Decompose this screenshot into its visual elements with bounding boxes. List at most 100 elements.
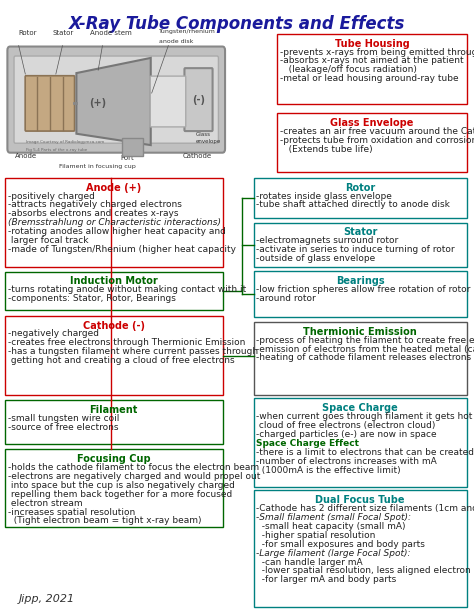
- Text: -protects tube from oxidation and corrosion: -protects tube from oxidation and corros…: [280, 136, 474, 145]
- Text: Cathode: Cathode: [182, 153, 212, 159]
- FancyBboxPatch shape: [5, 272, 223, 310]
- Text: getting hot and creating a cloud of free electrons: getting hot and creating a cloud of free…: [8, 356, 234, 365]
- Text: Thermionic Emission: Thermionic Emission: [303, 327, 417, 337]
- Text: -negatively charged: -negatively charged: [8, 330, 99, 338]
- Text: Focusing Cup: Focusing Cup: [77, 454, 151, 464]
- Text: -absorbs x-rays not aimed at the patient: -absorbs x-rays not aimed at the patient: [280, 56, 464, 66]
- Text: (Extends tube life): (Extends tube life): [280, 145, 373, 154]
- Text: -can handle larger mA: -can handle larger mA: [256, 558, 363, 566]
- FancyBboxPatch shape: [5, 449, 223, 527]
- Text: -outside of glass envelope: -outside of glass envelope: [256, 254, 376, 263]
- Text: -heating of cathode filament releases electrons: -heating of cathode filament releases el…: [256, 353, 472, 362]
- Text: repelling them back together for a more focused: repelling them back together for a more …: [8, 490, 232, 499]
- Text: Tube Housing: Tube Housing: [335, 39, 410, 48]
- Text: X-Ray Tube Components and Effects: X-Ray Tube Components and Effects: [69, 15, 405, 33]
- FancyBboxPatch shape: [184, 68, 212, 131]
- Text: -tube shaft attached directly to anode disk: -tube shaft attached directly to anode d…: [256, 200, 450, 210]
- Text: Anode (+): Anode (+): [86, 183, 141, 192]
- FancyBboxPatch shape: [5, 316, 223, 395]
- Text: -higher spatial resolution: -higher spatial resolution: [256, 531, 376, 540]
- Text: -rotates inside glass envelope: -rotates inside glass envelope: [256, 191, 392, 200]
- Text: -Large filament (large Focal Spot):: -Large filament (large Focal Spot):: [256, 549, 411, 558]
- Text: electron stream: electron stream: [8, 499, 82, 508]
- FancyBboxPatch shape: [254, 322, 467, 395]
- FancyBboxPatch shape: [254, 178, 467, 218]
- FancyBboxPatch shape: [8, 47, 225, 153]
- Text: (Bremsstrahlung or Characteristic interactions): (Bremsstrahlung or Characteristic intera…: [8, 218, 220, 227]
- Text: -creates an air free vacuum around the Cathode and Anode: -creates an air free vacuum around the C…: [280, 127, 474, 136]
- Text: Glass: Glass: [196, 132, 211, 137]
- Text: -around rotor: -around rotor: [256, 294, 316, 303]
- Text: -electromagnets surround rotor: -electromagnets surround rotor: [256, 237, 399, 245]
- Text: (leakage/off focus radiation): (leakage/off focus radiation): [280, 65, 417, 74]
- Text: -source of free electrons: -source of free electrons: [8, 423, 118, 432]
- Text: (+): (+): [89, 99, 106, 109]
- Text: Fig 5-4 Parts of the x-ray tube: Fig 5-4 Parts of the x-ray tube: [26, 148, 87, 152]
- Text: -small heat capacity (small mA): -small heat capacity (small mA): [256, 522, 406, 531]
- FancyBboxPatch shape: [150, 76, 186, 127]
- FancyBboxPatch shape: [254, 271, 467, 317]
- Text: -activate in series to induce turning of rotor: -activate in series to induce turning of…: [256, 245, 455, 254]
- Text: Rotor: Rotor: [18, 30, 36, 36]
- Text: -turns rotating anode without making contact with it: -turns rotating anode without making con…: [8, 285, 246, 294]
- Text: Bearings: Bearings: [336, 276, 384, 286]
- Text: larger focal track: larger focal track: [8, 236, 88, 245]
- Text: (-): (-): [192, 94, 205, 105]
- Text: -when current goes through filament it gets hot creating a: -when current goes through filament it g…: [256, 413, 474, 421]
- FancyBboxPatch shape: [5, 178, 223, 267]
- FancyBboxPatch shape: [25, 76, 74, 131]
- Text: -absorbs electrons and creates x-rays: -absorbs electrons and creates x-rays: [8, 209, 178, 218]
- FancyBboxPatch shape: [254, 490, 467, 607]
- Text: anode disk: anode disk: [159, 39, 193, 44]
- FancyBboxPatch shape: [277, 113, 467, 172]
- Text: -metal or lead housing around-ray tube: -metal or lead housing around-ray tube: [280, 74, 459, 83]
- Text: -prevents x-rays from being emitted throughout room: -prevents x-rays from being emitted thro…: [280, 48, 474, 56]
- Text: -there is a limit to electrons that can be created at the cathode: -there is a limit to electrons that can …: [256, 448, 474, 457]
- Text: Stator: Stator: [53, 30, 74, 36]
- Text: -lower spatial resolution, less aligned electron beam: -lower spatial resolution, less aligned …: [256, 566, 474, 576]
- Text: Anode: Anode: [15, 153, 37, 159]
- FancyBboxPatch shape: [277, 34, 467, 104]
- Text: -rotating anodes allow higher heat capacity and: -rotating anodes allow higher heat capac…: [8, 227, 226, 236]
- Text: -low friction spheres allow free rotation of rotor: -low friction spheres allow free rotatio…: [256, 284, 471, 294]
- Text: -increases spatial resolution: -increases spatial resolution: [8, 508, 135, 517]
- Polygon shape: [76, 58, 151, 145]
- Text: Anode stem: Anode stem: [90, 30, 131, 36]
- FancyBboxPatch shape: [254, 398, 467, 487]
- Text: -process of heating the filament to create free electrons: -process of heating the filament to crea…: [256, 336, 474, 345]
- Text: -for larger mA and body parts: -for larger mA and body parts: [256, 575, 397, 584]
- Text: -Cathode has 2 different size filaments (1cm and 2cm): -Cathode has 2 different size filaments …: [256, 504, 474, 513]
- FancyBboxPatch shape: [5, 400, 223, 444]
- Text: -emission of electrons from the heated metal (cathode): -emission of electrons from the heated m…: [256, 345, 474, 354]
- Text: Space Charge: Space Charge: [322, 403, 398, 413]
- FancyBboxPatch shape: [14, 56, 219, 143]
- Text: Filament: Filament: [90, 405, 138, 415]
- Text: Dual Focus Tube: Dual Focus Tube: [316, 495, 405, 505]
- Text: Port: Port: [120, 155, 134, 161]
- Text: Cathode (-): Cathode (-): [83, 321, 145, 330]
- Text: cloud of free electrons (electron cloud): cloud of free electrons (electron cloud): [256, 421, 436, 430]
- Text: -attracts negatively charged electrons: -attracts negatively charged electrons: [8, 200, 182, 210]
- Text: into space but the cup is also negatively charged: into space but the cup is also negativel…: [8, 481, 235, 490]
- FancyBboxPatch shape: [254, 223, 467, 267]
- Text: Filament in focusing cup: Filament in focusing cup: [59, 164, 136, 169]
- Text: -small tungsten wire coil: -small tungsten wire coil: [8, 414, 119, 423]
- Text: -made of Tungsten/Rhenium (higher heat capacity: -made of Tungsten/Rhenium (higher heat c…: [8, 245, 236, 254]
- Text: Tungsten/rhenium: Tungsten/rhenium: [159, 29, 216, 34]
- Text: -charged particles (e-) are now in space: -charged particles (e-) are now in space: [256, 430, 437, 439]
- Text: Space Charge Effect: Space Charge Effect: [256, 439, 359, 448]
- Text: Glass Envelope: Glass Envelope: [330, 118, 414, 128]
- Text: -has a tungsten filament where current passes through: -has a tungsten filament where current p…: [8, 347, 258, 356]
- Text: Rotor: Rotor: [345, 183, 375, 192]
- Text: Induction Motor: Induction Motor: [70, 276, 158, 286]
- Text: (1000mA is the effective limit): (1000mA is the effective limit): [256, 466, 401, 474]
- Text: Stator: Stator: [343, 227, 377, 237]
- Text: -Small filament (small Focal Spot):: -Small filament (small Focal Spot):: [256, 513, 411, 522]
- Text: -for small exposures and body parts: -for small exposures and body parts: [256, 540, 425, 549]
- Text: (Tight electron beam = tight x-ray beam): (Tight electron beam = tight x-ray beam): [8, 516, 201, 525]
- Text: Jipp, 2021: Jipp, 2021: [19, 594, 75, 604]
- Bar: [121, 137, 143, 156]
- Text: -holds the cathode filament to focus the electron beam: -holds the cathode filament to focus the…: [8, 463, 259, 472]
- Text: -creates free electrons through Thermionic Emission: -creates free electrons through Thermion…: [8, 338, 245, 348]
- Text: -electrons are negatively charged and would propel out: -electrons are negatively charged and wo…: [8, 472, 260, 481]
